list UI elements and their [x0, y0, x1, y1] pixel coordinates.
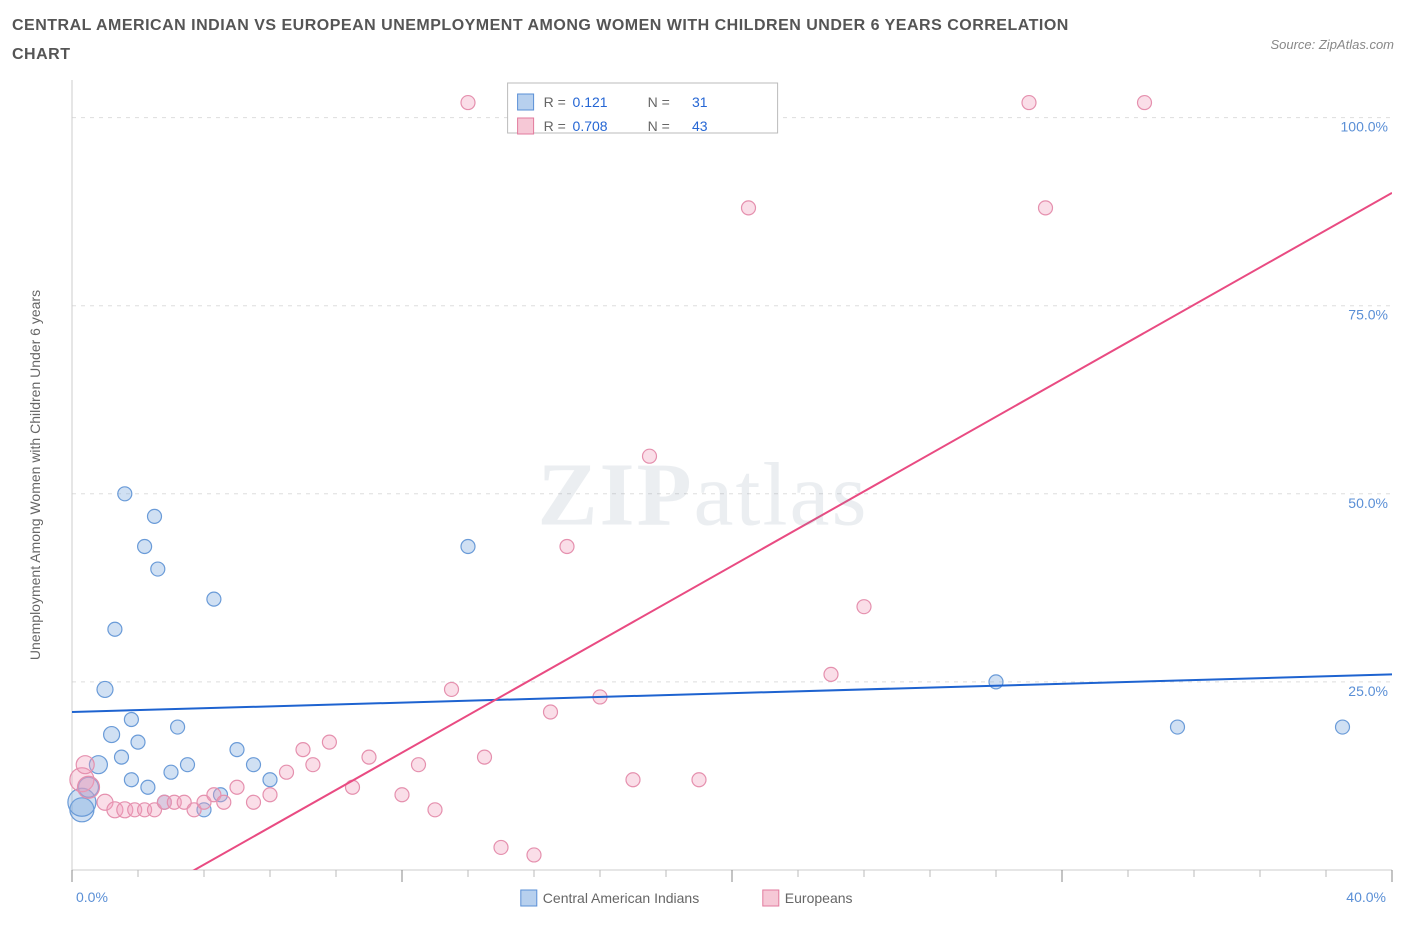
data-point	[115, 750, 129, 764]
data-point	[1039, 200, 1053, 214]
scatter-chart: 0.0% 40.0% 25.0% 50.0% 75.0% 100.0% Unemployme…	[12, 70, 1394, 920]
bottom-legend-swatch	[763, 890, 779, 906]
data-point	[263, 772, 277, 786]
bottom-legend-label: Europeans	[785, 890, 853, 906]
data-point	[527, 848, 541, 862]
legend-n-value: 43	[692, 118, 708, 134]
legend-r-value: 0.121	[573, 94, 608, 110]
legend-r-label: R =	[544, 118, 566, 134]
y-tick-label: 50.0%	[1348, 494, 1388, 510]
data-point	[643, 449, 657, 463]
data-point	[478, 750, 492, 764]
legend-r-label: R =	[544, 94, 566, 110]
data-point	[207, 592, 221, 606]
legend-swatch	[518, 118, 534, 134]
legend-n-value: 31	[692, 94, 708, 110]
data-point	[148, 509, 162, 523]
y-tick-label: 25.0%	[1348, 682, 1388, 698]
data-point	[544, 705, 558, 719]
data-point	[230, 742, 244, 756]
bottom-legend-label: Central American Indians	[543, 890, 699, 906]
data-point	[461, 539, 475, 553]
header: CENTRAL AMERICAN INDIAN VS EUROPEAN UNEM…	[12, 12, 1394, 70]
chart-area: ZIPatlas 0.0%40.0%25.0%50.0%75.0%100.0%U…	[12, 70, 1394, 920]
bottom-legend-swatch	[521, 890, 537, 906]
data-point	[1138, 95, 1152, 109]
data-point	[362, 750, 376, 764]
data-point	[560, 539, 574, 553]
data-point	[118, 486, 132, 500]
data-point	[230, 780, 244, 794]
trend-line	[155, 192, 1393, 892]
data-point	[131, 735, 145, 749]
data-point	[1171, 720, 1185, 734]
data-point	[78, 776, 100, 798]
source-label: Source: ZipAtlas.com	[1270, 37, 1394, 52]
data-point	[247, 795, 261, 809]
data-point	[494, 840, 508, 854]
data-point	[296, 742, 310, 756]
data-point	[104, 726, 120, 742]
data-point	[428, 802, 442, 816]
data-point	[124, 772, 138, 786]
x-tick-label: 40.0%	[1346, 889, 1386, 905]
data-point	[445, 682, 459, 696]
data-point	[124, 712, 138, 726]
data-point	[217, 795, 231, 809]
legend-n-label: N =	[648, 94, 670, 110]
data-point	[164, 765, 178, 779]
data-point	[742, 200, 756, 214]
data-point	[412, 757, 426, 771]
data-point	[306, 757, 320, 771]
data-point	[461, 95, 475, 109]
data-point	[263, 787, 277, 801]
data-point	[692, 772, 706, 786]
data-point	[247, 757, 261, 771]
trend-line	[72, 674, 1392, 712]
data-point	[1336, 720, 1350, 734]
data-point	[171, 720, 185, 734]
data-point	[141, 780, 155, 794]
data-point	[138, 539, 152, 553]
y-tick-label: 75.0%	[1348, 306, 1388, 322]
chart-title: CENTRAL AMERICAN INDIAN VS EUROPEAN UNEM…	[12, 12, 1112, 70]
data-point	[322, 735, 336, 749]
x-tick-label: 0.0%	[76, 889, 108, 905]
y-axis-label: Unemployment Among Women with Children U…	[27, 290, 43, 660]
legend-swatch	[518, 94, 534, 110]
legend-r-value: 0.708	[573, 118, 608, 134]
data-point	[626, 772, 640, 786]
data-point	[76, 755, 94, 773]
data-point	[280, 765, 294, 779]
data-point	[181, 757, 195, 771]
data-point	[1022, 95, 1036, 109]
data-point	[857, 599, 871, 613]
data-point	[108, 622, 122, 636]
y-tick-label: 100.0%	[1341, 118, 1388, 134]
data-point	[151, 562, 165, 576]
data-point	[824, 667, 838, 681]
data-point	[395, 787, 409, 801]
legend-n-label: N =	[648, 118, 670, 134]
data-point	[97, 681, 113, 697]
